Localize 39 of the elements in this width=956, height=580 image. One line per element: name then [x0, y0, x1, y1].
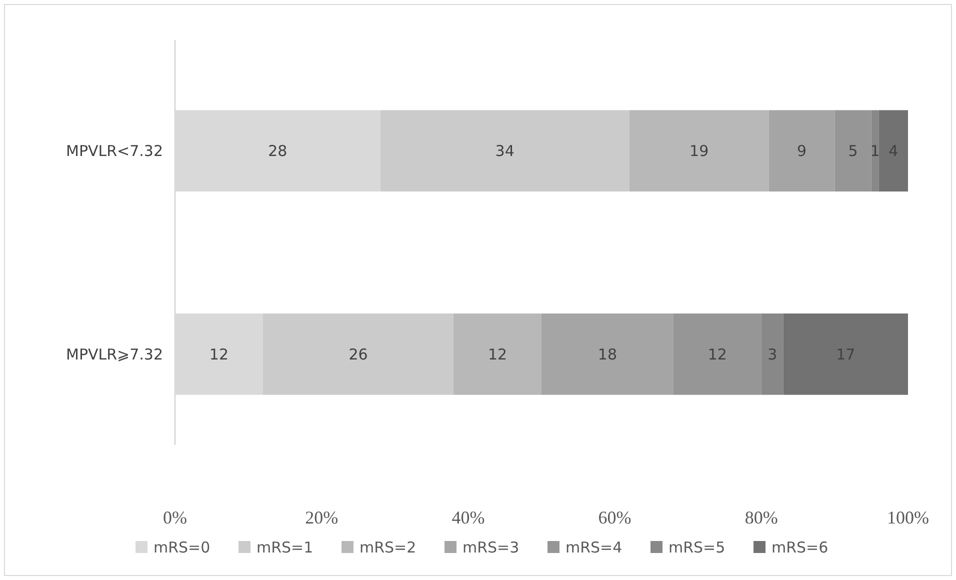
- legend-label: mRS=0: [154, 538, 210, 556]
- data-label: 12: [488, 345, 508, 364]
- legend-label: mRS=2: [360, 538, 416, 556]
- data-label: 18: [598, 345, 618, 364]
- data-label: 12: [209, 345, 229, 364]
- x-tick-label: 100%: [887, 507, 929, 528]
- legend-label: mRS=6: [772, 538, 828, 556]
- legend-label: mRS=1: [256, 538, 314, 556]
- legend-label: mRS=4: [566, 538, 622, 556]
- bar: [834, 110, 872, 192]
- data-label: 1: [870, 142, 880, 160]
- data-label: 9: [796, 142, 806, 160]
- bar: [673, 314, 762, 395]
- bar: [629, 110, 769, 192]
- x-tick-label: 40%: [452, 507, 485, 528]
- bar: [262, 314, 454, 395]
- x-tick-label: 80%: [744, 507, 778, 528]
- data-label: 28: [268, 142, 288, 160]
- bar: [542, 314, 674, 395]
- x-tick-label: 0%: [163, 507, 187, 528]
- bar: [761, 314, 784, 395]
- x-tick-label: 60%: [598, 507, 632, 528]
- bar: [768, 110, 835, 192]
- data-label: 5: [848, 142, 858, 160]
- data-label: 34: [495, 142, 514, 160]
- bar: [454, 314, 542, 395]
- data-label: 12: [708, 345, 727, 364]
- data-label: 26: [348, 345, 368, 364]
- bar: [783, 314, 908, 395]
- data-label: 3: [768, 345, 778, 364]
- bar: [871, 110, 879, 192]
- y-tick-label: MPVLR<7.32: [66, 142, 163, 160]
- bar: [878, 110, 908, 192]
- legend-label: mRS=5: [668, 538, 726, 556]
- data-label: 19: [690, 142, 709, 160]
- y-tick-label: MPVLR⩾7.32: [66, 345, 163, 364]
- x-tick-label: 20%: [305, 507, 338, 528]
- legend-label: mRS=3: [462, 538, 520, 556]
- bar: [380, 110, 630, 192]
